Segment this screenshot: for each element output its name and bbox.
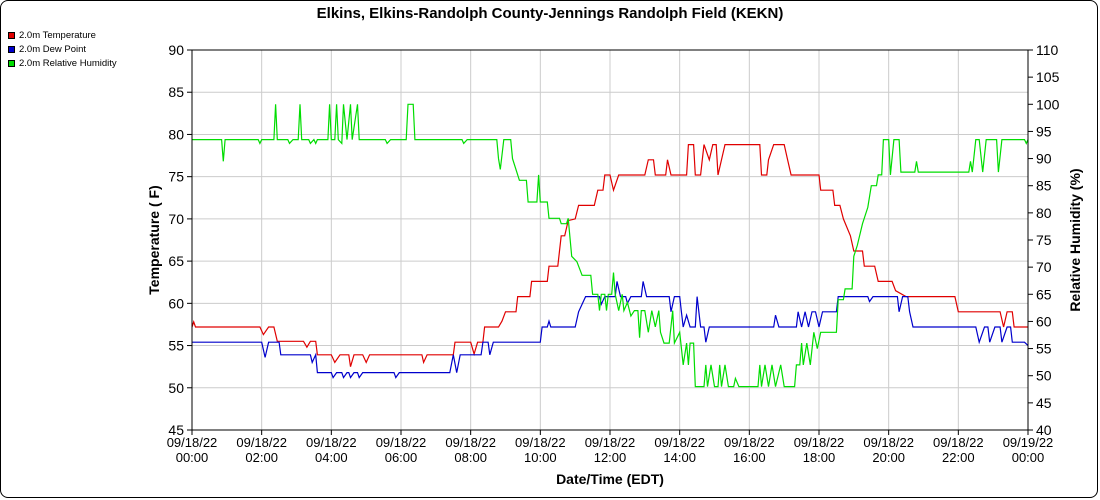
x-axis: 09/18/2200:0009/18/2202:0009/18/2204:000…: [167, 430, 1054, 465]
y-axis-label-left: Temperature ( F): [146, 185, 162, 294]
x-tick-label-time: 14:00: [663, 450, 696, 465]
legend-swatch-relative-humidity: [8, 59, 15, 67]
legend-item-relative-humidity: 2.0m Relative Humidity: [8, 56, 117, 70]
x-tick-label-date: 09/18/22: [376, 435, 427, 450]
x-tick-label-date: 09/18/22: [933, 435, 984, 450]
y-left-tick-label: 65: [168, 253, 184, 269]
chart-title: Elkins, Elkins-Randolph County-Jennings …: [316, 5, 784, 22]
y-right-tick-label: 75: [1036, 232, 1052, 248]
y-left-tick-label: 45: [168, 422, 184, 438]
y-left-tick-label: 90: [168, 42, 184, 58]
x-tick-label-date: 09/18/22: [236, 435, 287, 450]
legend-swatch-temperature: [8, 31, 15, 39]
y-right-tick-label: 80: [1036, 205, 1052, 221]
x-tick-label-date: 09/18/22: [585, 435, 636, 450]
y-axis-label-right: Relative Humidity (%): [1067, 168, 1083, 311]
x-tick-label-time: 16:00: [733, 450, 766, 465]
y-left-tick-label: 50: [168, 380, 184, 396]
y-right-tick-label: 105: [1036, 69, 1060, 85]
legend: 2.0m Temperature 2.0m Dew Point 2.0m Rel…: [8, 28, 117, 70]
x-tick-label-date: 09/19/22: [1003, 435, 1054, 450]
y-right-tick-label: 90: [1036, 151, 1052, 167]
x-tick-label-time: 00:00: [1012, 450, 1045, 465]
x-tick-label-time: 06:00: [385, 450, 418, 465]
y-right-tick-label: 110: [1036, 42, 1059, 58]
x-tick-label-date: 09/18/22: [654, 435, 705, 450]
grid-lines: [191, 49, 1029, 431]
x-tick-label-date: 09/18/22: [515, 435, 566, 450]
x-tick-label-date: 09/18/22: [863, 435, 914, 450]
series-lines: [191, 103, 1029, 388]
x-tick-label-time: 12:00: [594, 450, 627, 465]
legend-label-relative-humidity: 2.0m Relative Humidity: [19, 57, 117, 69]
series-dew-point: [192, 281, 1029, 379]
y-right-tick-label: 60: [1036, 313, 1052, 329]
legend-label-dew-point: 2.0m Dew Point: [19, 43, 87, 55]
legend-item-dew-point: 2.0m Dew Point: [8, 42, 117, 56]
legend-swatch-dew-point: [8, 45, 15, 53]
y-right-tick-label: 100: [1036, 96, 1060, 112]
x-axis-label: Date/Time (EDT): [556, 471, 664, 487]
legend-label-temperature: 2.0m Temperature: [19, 29, 96, 41]
y-axis-left: 45 50 55 60 65 70 75 80 85 90: [168, 42, 192, 438]
y-left-tick-label: 60: [168, 295, 184, 311]
y-left-tick-label: 70: [168, 211, 184, 227]
series-temperature: [191, 144, 1028, 367]
x-tick-label-time: 02:00: [245, 450, 278, 465]
x-tick-label-date: 09/18/22: [167, 435, 218, 450]
x-tick-label-time: 08:00: [454, 450, 487, 465]
y-axis-right: 40 45 50 55 60 65 70 75 80 85 90 95 100 105 110: [1028, 42, 1060, 438]
legend-item-temperature: 2.0m Temperature: [8, 28, 117, 42]
x-tick-label-date: 09/18/22: [794, 435, 845, 450]
y-right-tick-label: 85: [1036, 178, 1052, 194]
y-left-tick-label: 75: [168, 169, 184, 185]
y-right-tick-label: 45: [1036, 395, 1052, 411]
x-tick-label-time: 10:00: [524, 450, 557, 465]
y-right-tick-label: 55: [1036, 341, 1052, 357]
x-tick-label-time: 18:00: [803, 450, 836, 465]
y-left-tick-label: 55: [168, 338, 184, 354]
x-tick-label-time: 04:00: [315, 450, 348, 465]
y-right-tick-label: 50: [1036, 368, 1052, 384]
x-tick-label-date: 09/18/22: [306, 435, 357, 450]
x-tick-label-time: 22:00: [942, 450, 975, 465]
y-right-tick-label: 40: [1036, 422, 1052, 438]
y-left-tick-label: 85: [168, 84, 184, 100]
y-right-tick-label: 65: [1036, 286, 1052, 302]
y-right-tick-label: 70: [1036, 259, 1052, 275]
x-tick-label-date: 09/18/22: [445, 435, 496, 450]
x-tick-label-time: 00:00: [176, 450, 209, 465]
x-tick-label-time: 20:00: [872, 450, 905, 465]
y-right-tick-label: 95: [1036, 123, 1052, 139]
x-tick-label-date: 09/18/22: [724, 435, 775, 450]
series-relative-humidity: [192, 103, 1029, 388]
y-left-tick-label: 80: [168, 126, 184, 142]
